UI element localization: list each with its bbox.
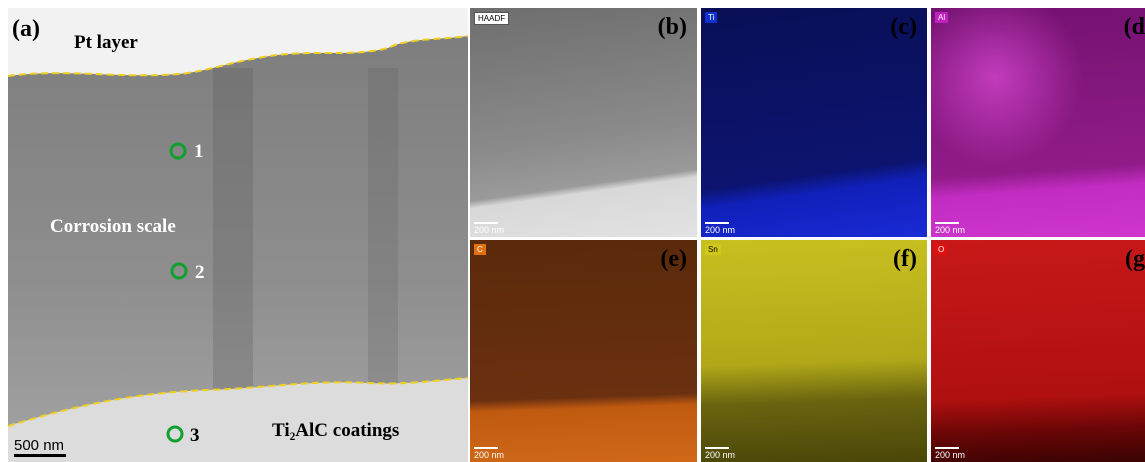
figure: (a) Pt layer Corrosion scale Ti₂AlC coat… (0, 0, 1145, 462)
map-panel: (e) C 200 nm (470, 240, 697, 462)
signal-tag: Ti (705, 12, 717, 23)
panel-a: (a) Pt layer Corrosion scale Ti₂AlC coat… (8, 8, 468, 462)
signal-tag: HAADF (474, 12, 509, 25)
panel-label: (c) (890, 14, 917, 41)
scale-bar (14, 454, 66, 457)
scale-label: 200 nm (935, 447, 965, 460)
point-label: 3 (190, 425, 200, 446)
signal-tag: Al (935, 12, 948, 23)
layer-label: Pt layer (74, 32, 138, 53)
scale-label: 200 nm (935, 222, 965, 235)
scale-label: 200 nm (474, 222, 504, 235)
layer-label: Corrosion scale (50, 216, 176, 237)
point-label: 1 (194, 141, 204, 162)
panel-label: (d) (1124, 14, 1145, 41)
panel-label: (a) (12, 16, 40, 42)
signal-tag: C (474, 244, 486, 255)
layer-label: Ti₂AlC coatings (272, 420, 399, 441)
dark-band (368, 68, 398, 398)
point-label: 2 (195, 262, 205, 283)
map-panel: (f) Sn 200 nm (701, 240, 927, 462)
scale-label: 200 nm (474, 447, 504, 460)
signal-tag: Sn (705, 244, 721, 255)
map-panel: (b) HAADF 200 nm (470, 8, 697, 237)
panel-label: (b) (658, 14, 687, 41)
scale-label: 200 nm (705, 447, 735, 460)
map-panel: (d) Al 200 nm (931, 8, 1145, 237)
dark-band (213, 68, 253, 398)
scale-label: 200 nm (705, 222, 735, 235)
map-panel: (c) Ti 200 nm (701, 8, 927, 237)
signal-tag: O (935, 244, 947, 255)
panel-label: (e) (660, 246, 687, 273)
panel-label: (f) (893, 246, 917, 273)
map-panel: (g) O 200 nm (931, 240, 1145, 462)
scale-label: 500 nm (14, 437, 64, 454)
panel-label: (g) (1125, 246, 1145, 273)
